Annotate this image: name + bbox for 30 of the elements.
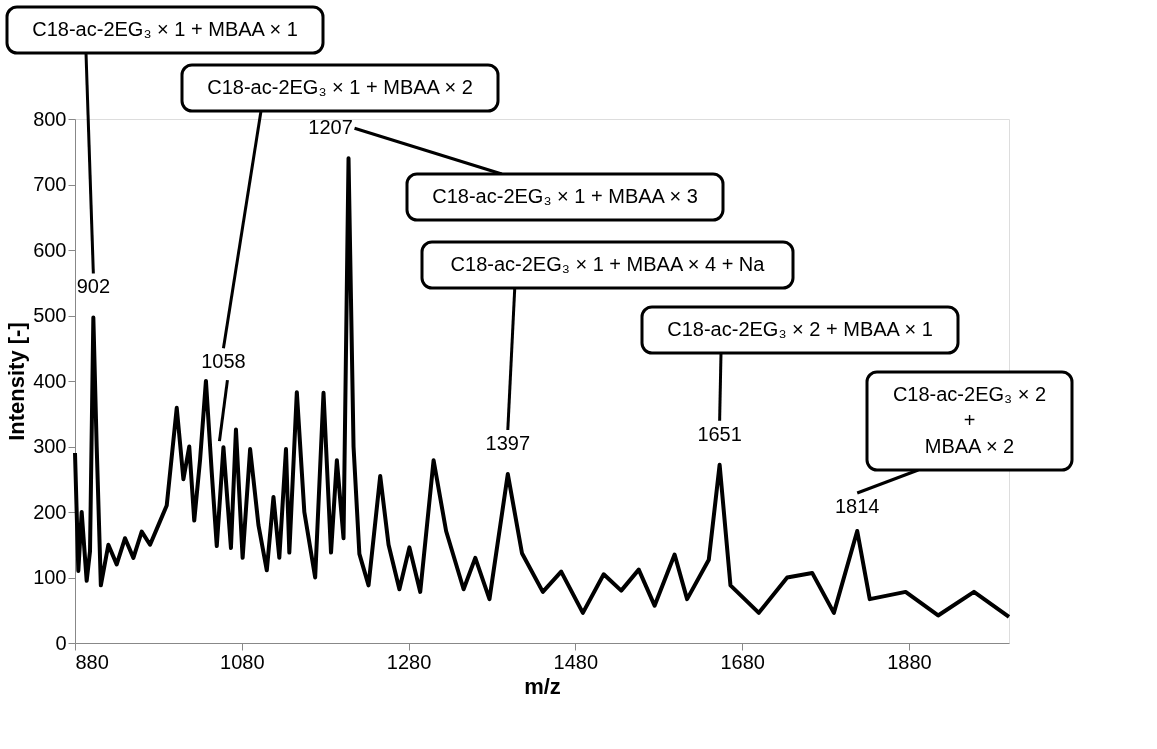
y-tick-label: 700 xyxy=(33,173,67,195)
y-tick-label: 600 xyxy=(33,238,67,261)
text: C18-ac-2EG₃ × 1 + MBAA × 1 xyxy=(32,18,298,40)
y-axis-title: Intensity [-] xyxy=(4,322,30,441)
y-tick-label: 200 xyxy=(33,500,67,523)
x-tick-label: 1480 xyxy=(553,650,599,673)
annotation: 1397 xyxy=(485,432,531,455)
x-tick-label: 1080 xyxy=(220,650,265,673)
annotation: 1651 xyxy=(697,422,742,445)
text: C18-ac-2EG₃ × 1 + MBAA × 2 xyxy=(207,76,473,98)
x-tick-label: 1280 xyxy=(386,650,432,673)
line-series xyxy=(73,156,1011,619)
annotation: 902 xyxy=(76,275,111,298)
annotation: C18-ac-2EG₃ × 1 + MBAA × 4 + Na xyxy=(450,253,766,275)
y-tick-label: 800 xyxy=(33,107,67,130)
y-tick-label: 300 xyxy=(33,435,67,457)
annotation: 1207 xyxy=(308,116,353,139)
annotation: C18-ac-2EG₃ × 1 + MBAA × 3 xyxy=(432,185,698,207)
annotation: 1814 xyxy=(834,494,880,517)
x-tick-label: 1880 xyxy=(887,650,932,673)
x-tick-label: 880 xyxy=(75,650,109,673)
y-tick-label: 100 xyxy=(33,566,67,588)
x-tick-label: 1680 xyxy=(720,650,765,673)
y-tick-label: 0 xyxy=(55,631,67,654)
annotation: C18-ac-2EG₃ × 2 + MBAA × 1 xyxy=(667,318,933,340)
x-axis-title: m/z xyxy=(524,673,561,699)
annotation: 1058 xyxy=(201,350,246,373)
annotation: C18-ac-2EG₃ × 2 + MBAA × 2 xyxy=(892,383,1047,457)
y-tick-label: 400 xyxy=(33,369,67,392)
y-tick-label: 500 xyxy=(33,304,67,326)
